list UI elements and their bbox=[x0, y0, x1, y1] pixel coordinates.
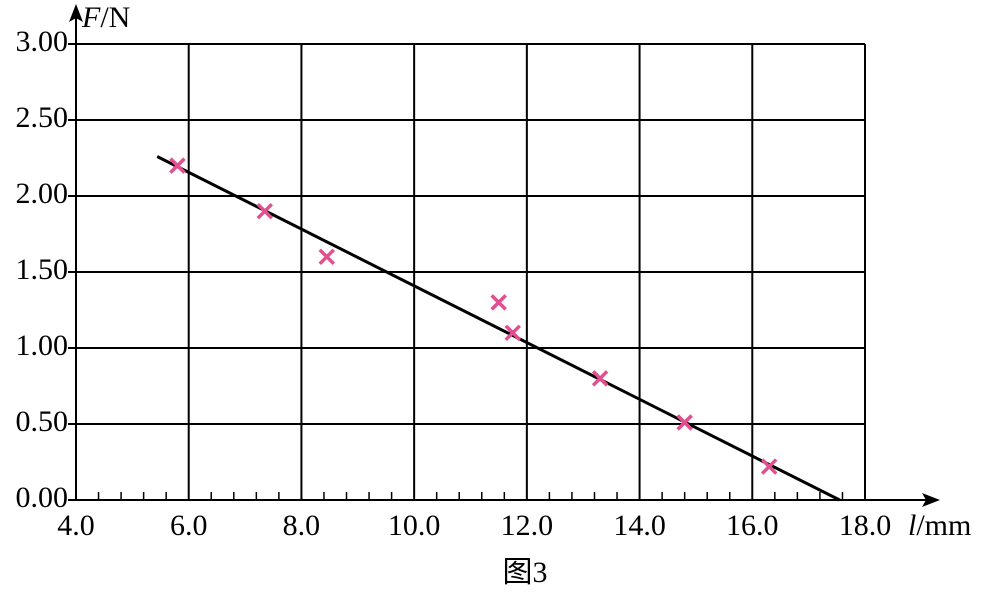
y-axis-label: F/N bbox=[81, 1, 130, 34]
y-unit: /N bbox=[100, 1, 130, 34]
y-tick-label: 1.50 bbox=[16, 253, 69, 286]
y-tick-label: 2.50 bbox=[16, 101, 69, 134]
x-tick-label: 6.0 bbox=[170, 509, 208, 542]
y-arrow bbox=[69, 4, 83, 22]
data-point bbox=[256, 202, 274, 220]
data-point bbox=[676, 414, 693, 431]
x-tick-label: 10.0 bbox=[388, 509, 441, 542]
x-tick-label: 16.0 bbox=[726, 509, 779, 542]
y-tick-label: 1.00 bbox=[16, 329, 69, 362]
x-tick-label: 4.0 bbox=[57, 509, 95, 542]
caption: 图3 bbox=[503, 556, 548, 589]
y-tick-label: 0.00 bbox=[16, 481, 69, 514]
data-point bbox=[504, 324, 522, 342]
fit-line bbox=[156, 155, 841, 502]
y-symbol: F bbox=[81, 1, 101, 34]
y-tick-label: 0.50 bbox=[16, 405, 69, 438]
x-axis-label: l/mm bbox=[908, 509, 971, 542]
x-tick-label: 14.0 bbox=[613, 509, 666, 542]
data-point bbox=[760, 458, 778, 475]
x-tick-label: 12.0 bbox=[501, 509, 554, 542]
y-tick-label: 2.00 bbox=[16, 177, 69, 210]
x-unit: /mm bbox=[916, 509, 971, 542]
data-point bbox=[591, 370, 609, 387]
x-symbol: l bbox=[908, 509, 916, 542]
x-arrow bbox=[922, 493, 940, 507]
data-point bbox=[490, 294, 507, 311]
x-tick-label: 18.0 bbox=[839, 509, 892, 542]
data-point bbox=[318, 248, 336, 266]
y-tick-label: 3.00 bbox=[16, 25, 69, 58]
data-point bbox=[169, 157, 186, 174]
x-tick-label: 8.0 bbox=[283, 509, 321, 542]
